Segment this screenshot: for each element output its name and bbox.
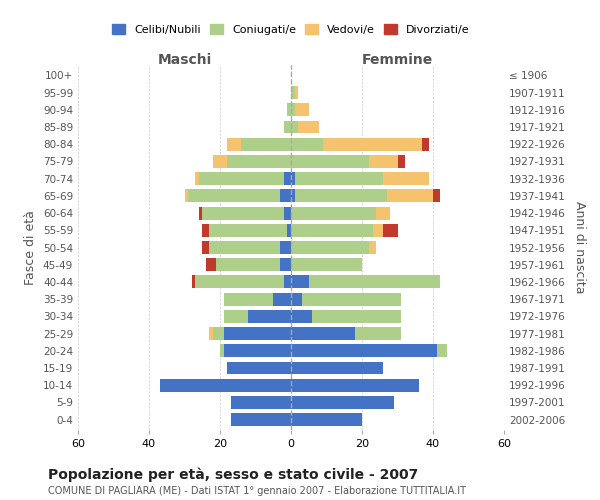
Bar: [273, 292, 291, 306]
Bar: [209, 241, 280, 254]
Bar: [291, 344, 437, 358]
Bar: [241, 138, 291, 150]
Bar: [185, 190, 188, 202]
Bar: [369, 155, 398, 168]
Bar: [280, 258, 291, 271]
Bar: [376, 206, 391, 220]
Bar: [433, 190, 440, 202]
Text: Femmine: Femmine: [362, 52, 433, 66]
Bar: [291, 120, 298, 134]
Bar: [291, 396, 394, 409]
Bar: [284, 206, 291, 220]
Bar: [298, 120, 319, 134]
Bar: [202, 206, 284, 220]
Bar: [195, 276, 284, 288]
Bar: [287, 104, 291, 116]
Bar: [291, 327, 355, 340]
Bar: [373, 224, 383, 236]
Bar: [383, 172, 430, 185]
Bar: [224, 327, 291, 340]
Bar: [209, 327, 213, 340]
Bar: [313, 310, 401, 323]
Bar: [209, 224, 287, 236]
Bar: [291, 362, 383, 374]
Bar: [280, 241, 291, 254]
Bar: [291, 413, 362, 426]
Bar: [199, 206, 202, 220]
Bar: [291, 86, 295, 99]
Text: Maschi: Maschi: [157, 52, 212, 66]
Bar: [224, 344, 291, 358]
Bar: [295, 172, 383, 185]
Bar: [387, 190, 433, 202]
Bar: [295, 86, 298, 99]
Bar: [398, 155, 404, 168]
Bar: [291, 292, 302, 306]
Bar: [213, 155, 227, 168]
Bar: [291, 258, 362, 271]
Bar: [224, 310, 248, 323]
Bar: [217, 258, 280, 271]
Bar: [220, 344, 224, 358]
Bar: [199, 172, 284, 185]
Bar: [206, 258, 217, 271]
Bar: [284, 172, 291, 185]
Text: COMUNE DI PAGLIARA (ME) - Dati ISTAT 1° gennaio 2007 - Elaborazione TUTTITALIA.I: COMUNE DI PAGLIARA (ME) - Dati ISTAT 1° …: [48, 486, 466, 496]
Bar: [230, 413, 291, 426]
Bar: [202, 241, 209, 254]
Bar: [369, 241, 376, 254]
Bar: [280, 190, 291, 202]
Bar: [291, 155, 369, 168]
Y-axis label: Fasce di età: Fasce di età: [25, 210, 37, 285]
Bar: [202, 224, 209, 236]
Bar: [291, 190, 295, 202]
Bar: [291, 104, 295, 116]
Bar: [284, 276, 291, 288]
Bar: [302, 292, 401, 306]
Bar: [383, 224, 398, 236]
Bar: [287, 224, 291, 236]
Bar: [295, 190, 387, 202]
Text: Popolazione per età, sesso e stato civile - 2007: Popolazione per età, sesso e stato civil…: [48, 468, 418, 482]
Bar: [284, 120, 291, 134]
Bar: [291, 241, 369, 254]
Bar: [213, 327, 224, 340]
Bar: [230, 396, 291, 409]
Bar: [291, 276, 309, 288]
Bar: [291, 172, 295, 185]
Bar: [160, 379, 291, 392]
Legend: Celibi/Nubili, Coniugati/e, Vedovi/e, Divorziati/e: Celibi/Nubili, Coniugati/e, Vedovi/e, Di…: [108, 20, 474, 39]
Bar: [191, 276, 195, 288]
Bar: [224, 292, 273, 306]
Bar: [188, 190, 280, 202]
Bar: [227, 138, 241, 150]
Bar: [291, 224, 373, 236]
Bar: [437, 344, 447, 358]
Bar: [291, 206, 376, 220]
Bar: [422, 138, 430, 150]
Bar: [295, 104, 309, 116]
Bar: [227, 362, 291, 374]
Bar: [291, 138, 323, 150]
Bar: [323, 138, 422, 150]
Bar: [248, 310, 291, 323]
Bar: [309, 276, 440, 288]
Bar: [195, 172, 199, 185]
Bar: [291, 310, 313, 323]
Y-axis label: Anni di nascita: Anni di nascita: [574, 201, 586, 294]
Bar: [291, 379, 419, 392]
Bar: [227, 155, 291, 168]
Bar: [355, 327, 401, 340]
